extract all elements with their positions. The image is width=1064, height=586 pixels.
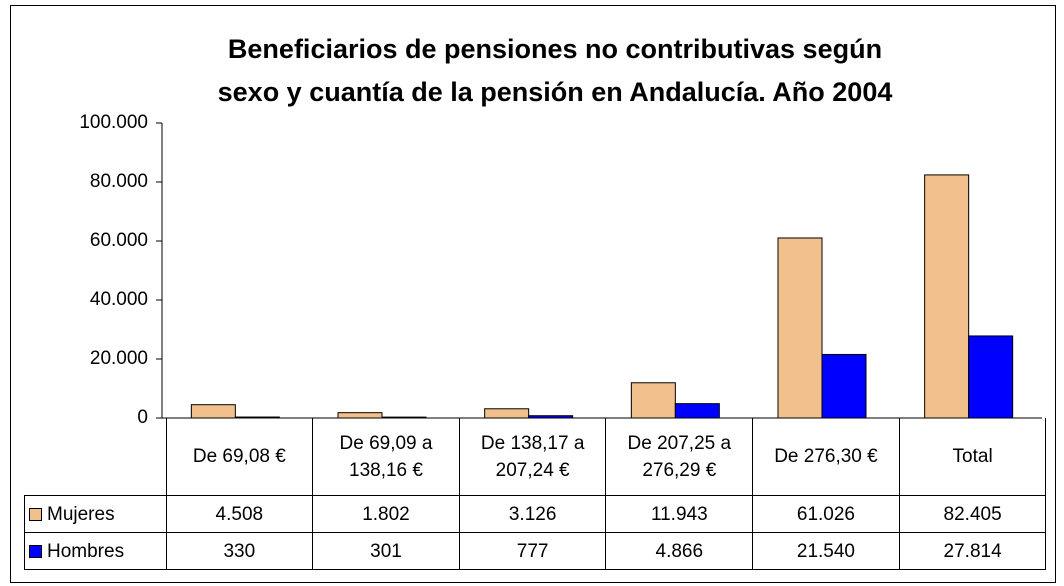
bar	[821, 353, 867, 419]
y-tick-label: 0	[137, 407, 148, 428]
x-tick-label: De 69,09 a 138,16 €	[312, 418, 460, 496]
y-tick-label: 60.000	[90, 230, 148, 251]
data-label: 21.540	[752, 532, 900, 570]
bar	[630, 382, 676, 419]
header-row: De 69,08 € De 69,09 a 138,16 € De 138,17 a…	[25, 418, 1047, 496]
bar	[484, 408, 530, 419]
legend-swatch	[29, 507, 42, 521]
data-label: 82.405	[898, 495, 1047, 533]
series-row: Hombres 330 301 777 4.866 21.540 27.814	[24, 532, 1047, 570]
corner-cell	[25, 418, 167, 496]
bar	[190, 404, 236, 419]
data-label: 11.943	[605, 495, 754, 533]
y-tick-label: 20.000	[90, 348, 148, 369]
x-tick-label: De 207,25 a 276,29 €	[605, 418, 754, 496]
y-tick-label: 40.000	[90, 289, 148, 310]
x-tick-label: De 276,30 €	[752, 418, 900, 496]
bar	[674, 403, 720, 419]
legend-label: Hombres	[47, 540, 125, 562]
y-tick-label: 80.000	[90, 171, 148, 192]
legend-swatch	[29, 544, 42, 558]
legend-entry: Mujeres	[24, 495, 167, 533]
data-label: 1.802	[312, 495, 460, 533]
y-tick-label: 100.000	[79, 112, 148, 133]
x-tick-label: De 69,08 €	[165, 418, 314, 496]
data-label: 27.814	[898, 532, 1047, 570]
data-table: De 69,08 € De 69,09 a 138,16 € De 138,17 a…	[24, 418, 1047, 570]
data-label: 61.026	[752, 495, 900, 533]
series-row: Mujeres 4.508 1.802 3.126 11.943 61.026 82.405	[24, 495, 1047, 533]
data-label: 4.508	[165, 495, 314, 533]
data-label: 777	[458, 532, 607, 570]
legend-entry: Hombres	[24, 532, 167, 570]
chart-title: Beneficiarios de pensiones no contributi…	[217, 34, 893, 107]
data-label: 3.126	[458, 495, 607, 533]
x-tick-label: Total	[898, 418, 1047, 496]
chart-frame	[10, 5, 1056, 583]
bar	[777, 237, 823, 419]
legend-label: Mujeres	[47, 503, 115, 525]
data-label: 4.866	[605, 532, 754, 570]
x-tick-label: De 138,17 a 207,24 €	[458, 418, 607, 496]
data-label: 330	[165, 532, 314, 570]
bar	[924, 174, 970, 419]
data-label: 301	[312, 532, 460, 570]
bar	[968, 335, 1014, 419]
